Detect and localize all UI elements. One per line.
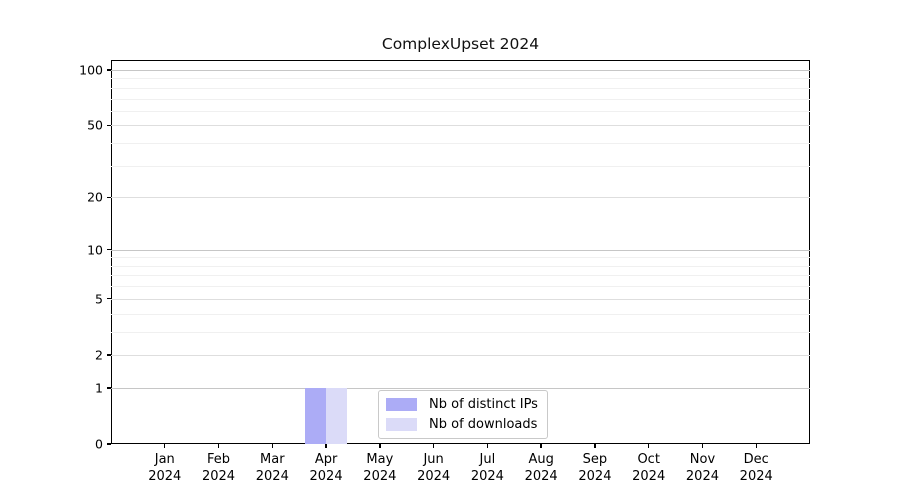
x-axis-tick bbox=[540, 444, 542, 448]
x-axis-tick bbox=[594, 444, 596, 448]
x-axis-tick bbox=[325, 444, 327, 448]
gridline-major bbox=[111, 197, 810, 199]
x-tick-label: Jun 2024 bbox=[417, 452, 451, 484]
y-tick-label: 100 bbox=[79, 62, 103, 78]
x-axis-tick bbox=[432, 444, 435, 448]
x-axis-tick bbox=[379, 444, 381, 448]
chart-title: ComplexUpset 2024 bbox=[381, 35, 540, 53]
x-tick-label: Feb 2024 bbox=[201, 452, 236, 484]
bar-distinct-ips bbox=[305, 387, 327, 444]
y-tick-label: 5 bbox=[95, 291, 103, 307]
legend-swatch-distinct-ips bbox=[386, 397, 417, 411]
y-axis-tick bbox=[107, 298, 111, 300]
gridline-major bbox=[111, 70, 810, 71]
x-axis-tick bbox=[755, 444, 757, 448]
x-axis-tick bbox=[486, 444, 489, 448]
x-tick-label: Dec 2024 bbox=[739, 452, 773, 484]
x-tick-label: Jul 2024 bbox=[470, 452, 504, 484]
y-axis-tick bbox=[107, 248, 111, 251]
gridline-minor bbox=[111, 313, 810, 315]
x-tick-label: May 2024 bbox=[363, 452, 397, 484]
y-tick-label: 1 bbox=[95, 380, 103, 396]
legend-swatch-downloads bbox=[386, 417, 417, 431]
gridline-major bbox=[111, 249, 810, 251]
x-axis-tick bbox=[164, 444, 166, 448]
x-tick-label: Oct 2024 bbox=[632, 452, 666, 484]
y-tick-label: 2 bbox=[95, 347, 103, 363]
x-axis-tick bbox=[217, 444, 220, 448]
bar-downloads bbox=[326, 387, 348, 444]
gridline-minor bbox=[111, 275, 810, 277]
legend-item-distinct-ips: Nb of distinct IPs bbox=[386, 394, 538, 414]
y-tick-label: 10 bbox=[87, 242, 103, 258]
legend: Nb of distinct IPs Nb of downloads bbox=[378, 390, 548, 439]
x-tick-label: Apr 2024 bbox=[309, 452, 343, 484]
y-axis-tick bbox=[107, 196, 111, 198]
x-tick-label: Aug 2024 bbox=[524, 452, 558, 484]
y-axis-tick bbox=[107, 387, 111, 389]
x-axis-tick bbox=[647, 444, 650, 448]
gridline-major bbox=[111, 387, 810, 389]
gridline-minor bbox=[111, 286, 810, 288]
gridline-minor bbox=[111, 87, 810, 89]
gridline-minor bbox=[111, 165, 810, 167]
y-tick-label: 50 bbox=[87, 117, 103, 133]
gridline-minor bbox=[111, 143, 810, 145]
legend-label-downloads: Nb of downloads bbox=[429, 416, 538, 432]
gridline-minor bbox=[111, 98, 810, 100]
gridline-minor bbox=[111, 78, 810, 80]
legend-item-downloads: Nb of downloads bbox=[386, 414, 538, 434]
gridline-minor bbox=[111, 110, 810, 112]
y-axis-tick bbox=[107, 124, 111, 127]
legend-label-distinct-ips: Nb of distinct IPs bbox=[429, 396, 538, 412]
x-tick-label: Mar 2024 bbox=[255, 452, 289, 484]
gridline-minor bbox=[111, 265, 810, 267]
gridline-major bbox=[111, 354, 810, 356]
gridline-major bbox=[111, 298, 810, 300]
y-axis-tick bbox=[107, 69, 111, 71]
x-tick-label: Nov 2024 bbox=[685, 452, 719, 484]
y-tick-label: 20 bbox=[87, 189, 103, 205]
x-axis-tick bbox=[271, 444, 273, 448]
y-tick-label: 0 bbox=[95, 436, 103, 452]
gridline-major bbox=[111, 125, 810, 127]
y-axis-tick bbox=[107, 443, 111, 445]
y-axis-tick bbox=[107, 354, 111, 356]
plot-border bbox=[111, 60, 810, 444]
x-tick-label: Sep 2024 bbox=[578, 452, 612, 484]
gridline-minor bbox=[111, 257, 810, 259]
gridline-minor bbox=[111, 331, 810, 333]
x-tick-label: Jan 2024 bbox=[148, 452, 182, 484]
x-axis-tick bbox=[701, 444, 704, 448]
